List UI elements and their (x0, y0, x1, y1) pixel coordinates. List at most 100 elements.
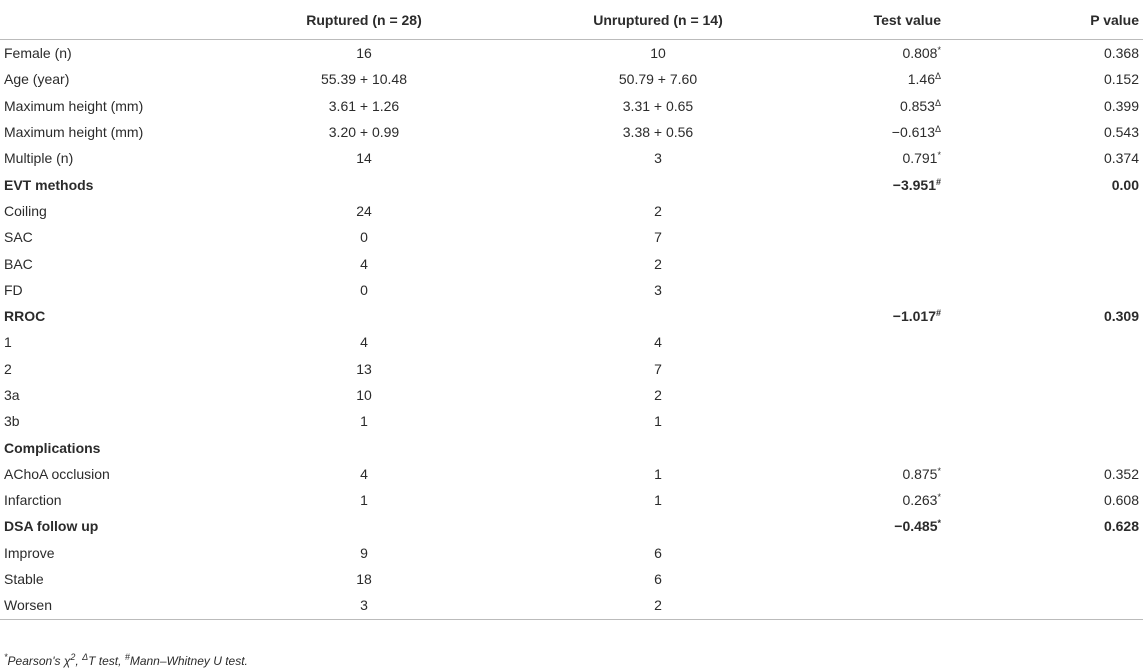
table-cell (478, 434, 838, 460)
table-cell: 55.39 + 10.48 (320, 71, 408, 88)
table-cell (945, 592, 1143, 620)
table-cell: 0.543 (1103, 124, 1139, 141)
table-cell: 1 (654, 465, 662, 482)
table-cell: 3b (4, 413, 20, 430)
table-cell: RROC (4, 308, 46, 325)
table-row: 3a 10 2 (0, 382, 1143, 408)
table-cell: BAC (4, 255, 33, 272)
cell-value: 0.853 (899, 97, 935, 114)
cell-value: −3.951 (892, 176, 936, 193)
table-cell: 0.628 (1103, 518, 1139, 535)
header-cell (0, 0, 250, 40)
table-cell: 4 (360, 465, 368, 482)
table-cell: 3.38 + 0.56 (622, 124, 694, 141)
table-cell: 9 (360, 544, 368, 561)
table-cell: 3.61 + 1.26 (328, 97, 400, 114)
table-cell: 4 (654, 334, 662, 351)
table-cell (838, 198, 945, 224)
table-cell: 2 (654, 387, 662, 403)
table-cell: Improve (4, 544, 55, 561)
table-cell: 3.31 + 0.65 (622, 97, 694, 114)
cell-value: −1.017 (892, 308, 936, 325)
table-cell: −3.951# (838, 171, 945, 197)
table-cell (250, 303, 478, 329)
footnote-text: , (75, 654, 83, 668)
table-row: 2 13 7 (0, 356, 1143, 382)
table-cell (945, 224, 1143, 250)
table-cell (838, 250, 945, 276)
table-cell: 3.20 + 0.99 (328, 124, 400, 141)
table-row: 1 4 4 (0, 329, 1143, 355)
table-cell: 0 (360, 229, 368, 246)
table-cell (838, 277, 945, 303)
table-cell: Female (n) (4, 45, 72, 62)
table-cell: EVT methods (4, 176, 94, 193)
table-cell: 16 (356, 45, 372, 62)
footnote-marker: # (124, 652, 130, 662)
table-row: Multiple (n) 14 3 0.791* 0.374 (0, 145, 1143, 171)
table-cell (838, 224, 945, 250)
table-cell: 3 (654, 150, 662, 167)
table-cell: 0.374 (1103, 150, 1139, 167)
cell-value: 0.263 (902, 492, 938, 509)
data-table: Ruptured (n = 28) Unruptured (n = 14) Test… (0, 0, 1143, 620)
table-cell (838, 592, 945, 620)
table-cell: 10 (356, 387, 372, 403)
table-cell: 1 (360, 492, 368, 509)
table-cell: Maximum height (mm) (4, 97, 144, 114)
table-cell (478, 513, 838, 539)
table-cell (838, 408, 945, 434)
table-row: Maximum height (mm) 3.61 + 1.26 3.31 + 0.6… (0, 93, 1143, 119)
table-cell: 1 (654, 492, 662, 509)
footnote-marker: * (4, 652, 8, 662)
section-row: RROC −1.017# 0.309 (0, 303, 1143, 329)
table-row: Female (n) 16 10 0.808* 0.368 (0, 40, 1143, 67)
table-cell: 3a (4, 387, 20, 403)
table-cell: −0.613Δ (838, 119, 945, 145)
table-cell (838, 540, 945, 566)
table-cell: 24 (356, 202, 372, 219)
table-cell: 0.352 (1103, 465, 1139, 482)
footnote-text: Mann–Whitney U test. (129, 654, 248, 668)
table-cell: 0.263* (838, 487, 945, 513)
table-row: AChoA occlusion 4 1 0.875* 0.352 (0, 461, 1143, 487)
table-cell: 0.608 (1103, 492, 1139, 509)
table-cell: 7 (654, 229, 662, 246)
table-cell (945, 198, 1143, 224)
table-cell: 10 (650, 45, 666, 62)
table-cell: Maximum height (mm) (4, 124, 144, 141)
table-cell: 14 (356, 150, 372, 167)
cell-value: −0.613 (891, 124, 935, 141)
table-cell: 13 (356, 360, 372, 377)
table-cell (838, 329, 945, 355)
table-row: SAC 0 7 (0, 224, 1143, 250)
table-cell: 50.79 + 7.60 (618, 71, 698, 88)
table-cell (945, 356, 1143, 382)
footnote-marker: Δ (82, 652, 89, 662)
table-cell (250, 513, 478, 539)
footnote-text: T test, (88, 654, 125, 668)
table-cell: 3 (250, 592, 478, 620)
header-cell: Ruptured (n = 28) (250, 0, 478, 40)
table-cell: Coiling (4, 202, 47, 219)
table-row: Age (year) 55.39 + 10.48 50.79 + 7.60 1.46Δ… (0, 66, 1143, 92)
table-cell: Worsen (0, 592, 250, 620)
table-cell (478, 303, 838, 329)
cell-marker: * (937, 465, 941, 476)
table-cell (945, 329, 1143, 355)
footnote-marker: 2 (70, 652, 76, 662)
table-cell: 0 (360, 281, 368, 298)
table-cell: 7 (654, 360, 662, 377)
table-cell: SAC (4, 229, 33, 246)
table-cell: AChoA occlusion (4, 465, 110, 482)
cell-marker: Δ (934, 124, 941, 135)
table-cell: Stable (4, 571, 44, 588)
cell-value: 1.46 (907, 71, 935, 88)
table-cell: Complications (4, 439, 101, 456)
table-cell (945, 540, 1143, 566)
table-row: FD 0 3 (0, 277, 1143, 303)
cell-marker: * (937, 492, 941, 503)
section-row: DSA follow up −0.485* 0.628 (0, 513, 1143, 539)
table-cell: 4 (360, 334, 368, 351)
